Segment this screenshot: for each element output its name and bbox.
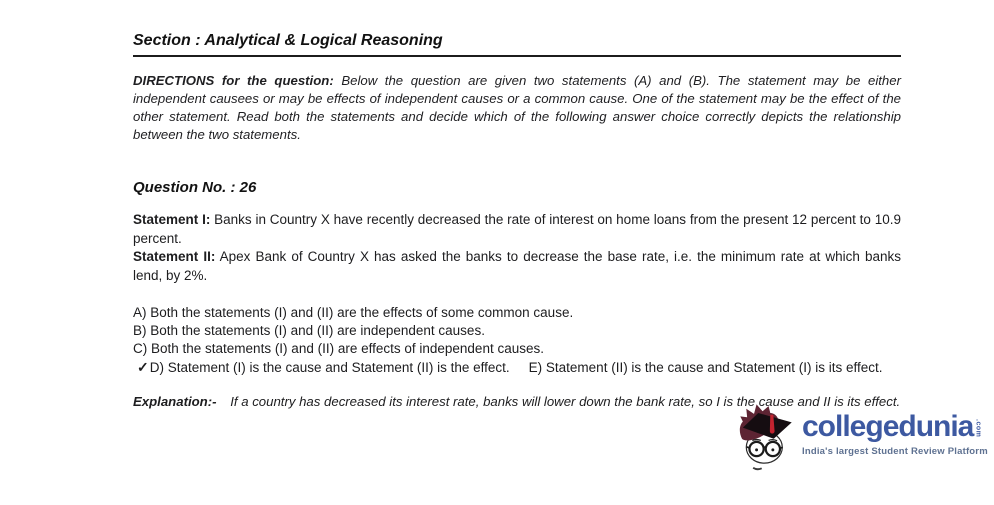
explanation-label: Explanation:- (133, 394, 217, 410)
brand-domain-suffix: .com (974, 419, 982, 438)
explanation-text: If a country has decreased its interest … (230, 394, 901, 410)
brand-wordmark: collegedunia (802, 410, 974, 443)
option-row-d-e: ✓D) Statement (I) is the cause and State… (133, 358, 901, 377)
directions-paragraph: DIRECTIONS for the question: Below the q… (133, 72, 901, 144)
statement-2-text: Apex Bank of Country X has asked the ban… (133, 249, 901, 283)
option-b: B) Both the statements (I) and (II) are … (133, 323, 485, 339)
brand-tagline: India's largest Student Review Platform (802, 446, 988, 457)
statement-2-label: Statement II: (133, 249, 216, 265)
question-number: Question No. : 26 (133, 179, 257, 197)
statement-1-text: Banks in Country X have recently decreas… (133, 212, 901, 246)
options-block: A) Both the statements (I) and (II) are … (133, 304, 901, 377)
statements-block: Statement I: Banks in Country X have rec… (133, 211, 901, 285)
statement-1: Statement I: Banks in Country X have rec… (133, 211, 901, 248)
logo-text: collegedunia .com India's largest Studen… (802, 412, 988, 458)
directions-text: Below the question are given two stateme… (133, 73, 901, 143)
option-e: E) Statement (II) is the cause and State… (528, 360, 883, 376)
brand-row: collegedunia .com (802, 412, 988, 442)
option-d: D) Statement (I) is the cause and Statem… (149, 360, 510, 376)
explanation-paragraph: Explanation:- If a country has decreased… (133, 393, 901, 411)
option-a: A) Both the statements (I) and (II) are … (133, 305, 574, 321)
statement-1-label: Statement I: (133, 212, 211, 228)
correct-answer-check-icon: ✓ (137, 359, 149, 376)
student-graduate-mascot-icon (739, 404, 792, 471)
statement-2: Statement II: Apex Bank of Country X has… (133, 248, 901, 285)
document-content: Section : Analytical & Logical Reasoning… (133, 31, 901, 411)
directions-label: DIRECTIONS for the question: (133, 73, 334, 89)
section-title: Section : Analytical & Logical Reasoning (133, 31, 901, 58)
collegedunia-logo: collegedunia .com India's largest Studen… (733, 401, 988, 473)
option-c: C) Both the statements (I) and (II) are … (133, 341, 544, 357)
